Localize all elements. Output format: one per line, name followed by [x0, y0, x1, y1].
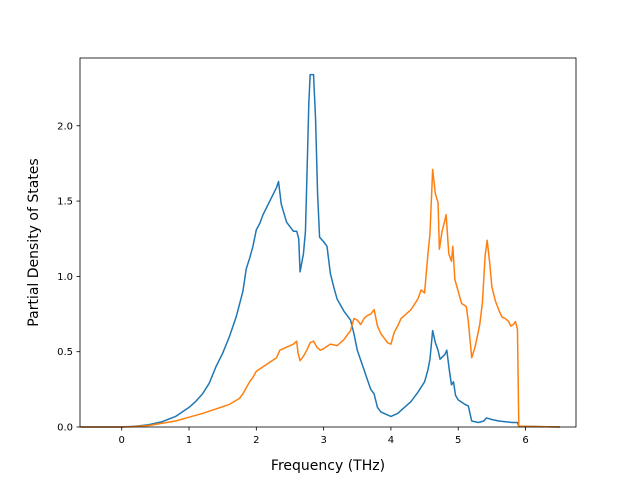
y-tick-label: 1.5 — [57, 197, 73, 208]
series-layer — [80, 73, 560, 428]
plot-background — [80, 58, 576, 427]
y-tick-label: 0.5 — [57, 347, 73, 358]
y-axis-label: Partial Density of States — [26, 158, 42, 326]
x-tick-label: 1 — [186, 435, 192, 446]
series-line-1 — [80, 73, 560, 428]
x-tick-label: 0 — [119, 435, 125, 446]
x-axis: 0 1 2 3 4 5 6 — [119, 427, 529, 446]
x-axis-label: Frequency (THz) — [271, 458, 385, 474]
y-tick-label: 2.0 — [57, 121, 73, 132]
series-line-2 — [80, 168, 560, 428]
y-tick-label: 0.0 — [57, 423, 73, 434]
x-tick-label: 3 — [320, 435, 326, 446]
y-tick-label: 1.0 — [57, 272, 73, 283]
x-tick-label: 2 — [253, 435, 259, 446]
x-tick-label: 4 — [388, 435, 394, 446]
plot-frame — [79, 57, 577, 428]
y-axis: 0.0 0.5 1.0 1.5 2.0 — [57, 121, 80, 434]
x-tick-label: 6 — [522, 435, 528, 446]
x-tick-label: 5 — [455, 435, 461, 446]
